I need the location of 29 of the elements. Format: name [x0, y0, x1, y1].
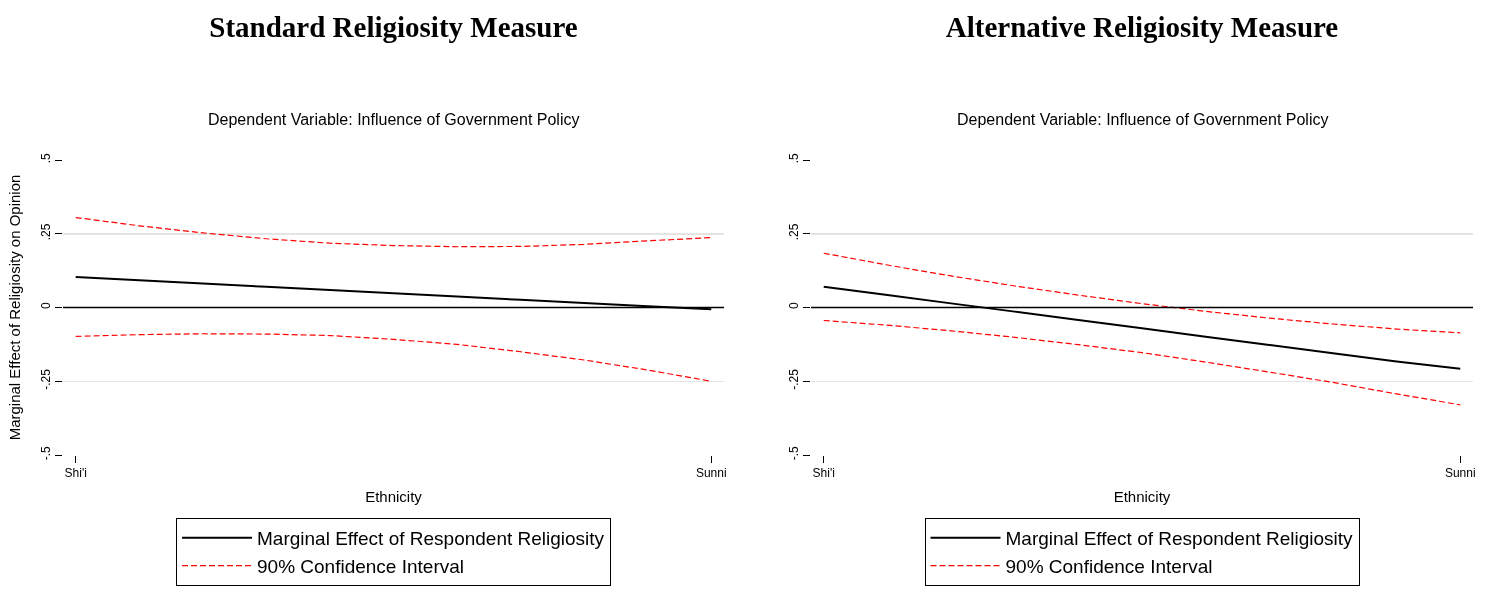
chart-title: Alternative Religiosity Measure [945, 10, 1339, 43]
y-tick-label: .25 [39, 223, 54, 241]
y-tick-label: -.5 [787, 445, 802, 461]
y-tick-label: 0 [39, 302, 54, 310]
chart-subtitle: Dependent Variable: Influence of Government Policy [208, 111, 580, 128]
y-tick-label: .5 [39, 152, 54, 164]
x-tick-label: Sunni [695, 466, 727, 481]
y-tick-label: .25 [787, 223, 802, 241]
y-tick-label: -.5 [39, 445, 54, 461]
legend-label: Marginal Effect of Respondent Religiosity [1005, 528, 1354, 550]
legend-label: 90% Confidence Interval [257, 555, 465, 577]
x-tick-label: Shi'i [812, 466, 835, 481]
chart-title: Standard Religiosity Measure [209, 10, 578, 43]
line-series [75, 333, 712, 382]
x-tick-label: Shi'i [64, 466, 87, 481]
chart-subtitle: Dependent Variable: Influence of Government Policy [957, 111, 1329, 128]
line-series [823, 252, 1461, 334]
y-tick-label: .5 [787, 152, 802, 164]
line-series [75, 216, 712, 248]
y-axis-title: Marginal Effect of Religiosity on Opinion [6, 174, 24, 441]
legend-label: Marginal Effect of Respondent Religiosity [257, 528, 605, 550]
x-tick-label: Sunni [1444, 466, 1476, 481]
legend-label: 90% Confidence Interval [1005, 555, 1213, 577]
y-tick-label: -.25 [787, 368, 802, 390]
y-tick-label: 0 [787, 302, 802, 310]
x-axis-title: Ethnicity [1113, 488, 1171, 506]
y-tick-label: -.25 [39, 368, 54, 390]
x-axis-title: Ethnicity [365, 488, 423, 506]
line-series [823, 319, 1461, 406]
